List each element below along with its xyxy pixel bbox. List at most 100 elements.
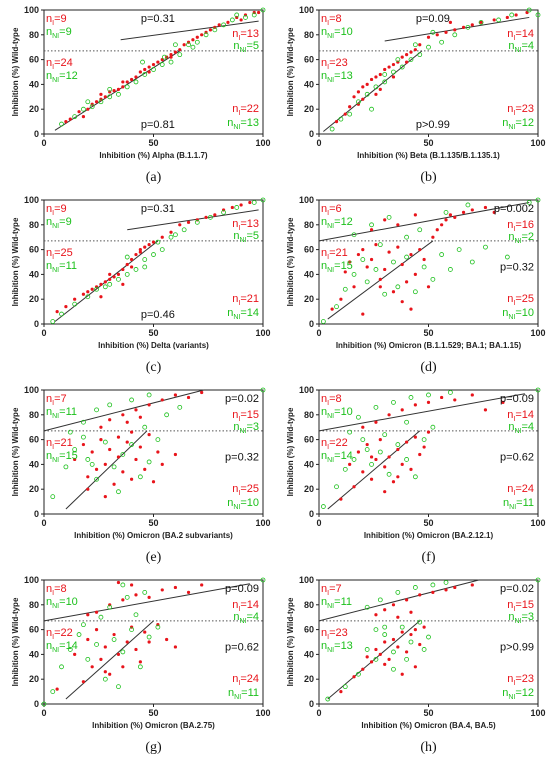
count-bottom-right-infected: nI=23 <box>507 103 534 117</box>
data-point-infected <box>73 652 77 656</box>
data-point-infected <box>134 647 138 652</box>
data-point-naive <box>168 59 174 65</box>
data-point-infected <box>112 482 116 486</box>
data-point-naive <box>430 276 436 282</box>
data-point-infected <box>94 628 99 632</box>
data-point-naive <box>124 84 130 90</box>
data-point-naive <box>98 99 104 105</box>
data-point-infected <box>361 248 365 252</box>
data-point-infected <box>383 465 387 469</box>
data-point-naive <box>94 407 99 413</box>
data-point-infected <box>383 218 387 222</box>
data-point-naive <box>347 111 353 117</box>
data-point-infected <box>173 452 177 457</box>
data-point-infected <box>339 690 343 694</box>
y-tick-label: 20 <box>29 294 39 304</box>
data-point-infected <box>125 262 129 267</box>
data-point-naive <box>417 52 423 58</box>
count-top-left-infected: nI=8 <box>321 13 342 27</box>
scatter-plot: 0 20 40 60 80 100 0 50 100 Inhibition (%) Omicron… <box>11 575 271 730</box>
data-point-infected <box>369 477 374 481</box>
data-point-infected <box>160 588 164 592</box>
count-bottom-right-infected: nI=24 <box>507 483 534 497</box>
data-point-infected <box>418 642 422 647</box>
count-top-left-infected: nI=7 <box>321 583 342 597</box>
data-point-naive <box>404 419 410 425</box>
data-point-infected <box>239 203 243 207</box>
data-point-infected <box>90 287 94 291</box>
data-point-infected <box>248 200 252 205</box>
x-tick-label: 0 <box>41 328 46 338</box>
data-point-naive <box>399 64 405 70</box>
x-tick-label: 50 <box>148 518 158 528</box>
data-point-infected <box>147 640 151 644</box>
data-point-naive <box>98 614 104 620</box>
data-point-infected <box>365 265 369 269</box>
data-point-infected <box>405 60 409 64</box>
x-tick-label: 100 <box>530 518 545 528</box>
data-point-infected <box>343 270 347 274</box>
data-point-infected <box>90 450 94 454</box>
y-tick-label: 0 <box>34 129 39 139</box>
data-point-infected <box>348 462 352 466</box>
data-point-infected <box>208 28 213 32</box>
count-mid-left-naive: nNI=11 <box>46 260 77 274</box>
data-point-naive <box>116 91 121 97</box>
data-point-infected <box>448 213 452 217</box>
data-point-infected <box>226 20 230 24</box>
data-point-infected <box>400 462 404 466</box>
data-point-infected <box>200 583 204 587</box>
count-bottom-right-naive: nNI=11 <box>228 687 259 701</box>
data-point-naive <box>140 59 145 65</box>
data-point-naive <box>50 319 56 324</box>
data-point-naive <box>526 7 532 13</box>
data-point-infected <box>121 267 125 272</box>
data-point-infected <box>387 65 391 69</box>
data-point-naive <box>373 267 379 272</box>
y-tick-label: 100 <box>299 5 314 15</box>
data-point-naive <box>465 24 471 30</box>
data-point-infected <box>505 15 509 20</box>
data-point-naive <box>320 319 326 324</box>
x-tick-label: 50 <box>148 328 158 338</box>
data-point-naive <box>177 404 183 410</box>
data-point-infected <box>352 285 356 289</box>
data-point-naive <box>421 437 427 442</box>
count-top-right-infected: nI=14 <box>507 28 534 42</box>
y-tick-label: 100 <box>24 195 39 205</box>
count-value: 23 <box>336 627 348 639</box>
data-point-infected <box>151 480 156 484</box>
data-point-naive <box>377 449 383 455</box>
y-tick-label: 40 <box>29 649 39 659</box>
data-point-naive <box>329 126 335 132</box>
count-bottom-right-infected: nI=24 <box>232 673 259 687</box>
data-point-infected <box>391 290 396 294</box>
data-point-infected <box>378 438 382 442</box>
x-tick-label: 50 <box>423 518 433 528</box>
count-value: 10 <box>341 406 353 418</box>
data-point-naive <box>404 254 410 260</box>
count-top-left-naive: nNI=10 <box>46 596 78 610</box>
data-point-naive <box>504 254 510 260</box>
data-point-infected <box>383 67 387 72</box>
data-point-infected <box>160 235 164 239</box>
data-point-naive <box>382 624 388 630</box>
data-point-naive <box>251 12 257 18</box>
p-value-bottom: p=0.62 <box>225 642 259 654</box>
x-axis-label: Inhibition (%) Omicron (B.1.1.529; BA.1;… <box>336 341 522 350</box>
data-point-infected <box>86 290 90 294</box>
x-tick-label: 100 <box>255 138 270 148</box>
data-point-infected <box>213 213 217 217</box>
data-point-infected <box>121 282 125 286</box>
data-point-naive <box>159 247 165 252</box>
data-point-infected <box>440 223 444 227</box>
x-tick-label: 50 <box>423 708 433 718</box>
count-top-right-naive: nNI=4 <box>508 421 534 435</box>
data-point-naive <box>221 209 226 215</box>
count-value: 12 <box>341 216 353 228</box>
y-axis-label: Inhibition (%) Wild-type <box>11 27 20 116</box>
count-top-right-naive: nNI=2 <box>508 231 534 245</box>
data-point-naive <box>430 29 436 35</box>
data-point-naive <box>408 57 414 62</box>
scatter-plot: 0 20 40 60 80 100 0 50 100 Inhibition (%) Omicron… <box>11 385 271 540</box>
